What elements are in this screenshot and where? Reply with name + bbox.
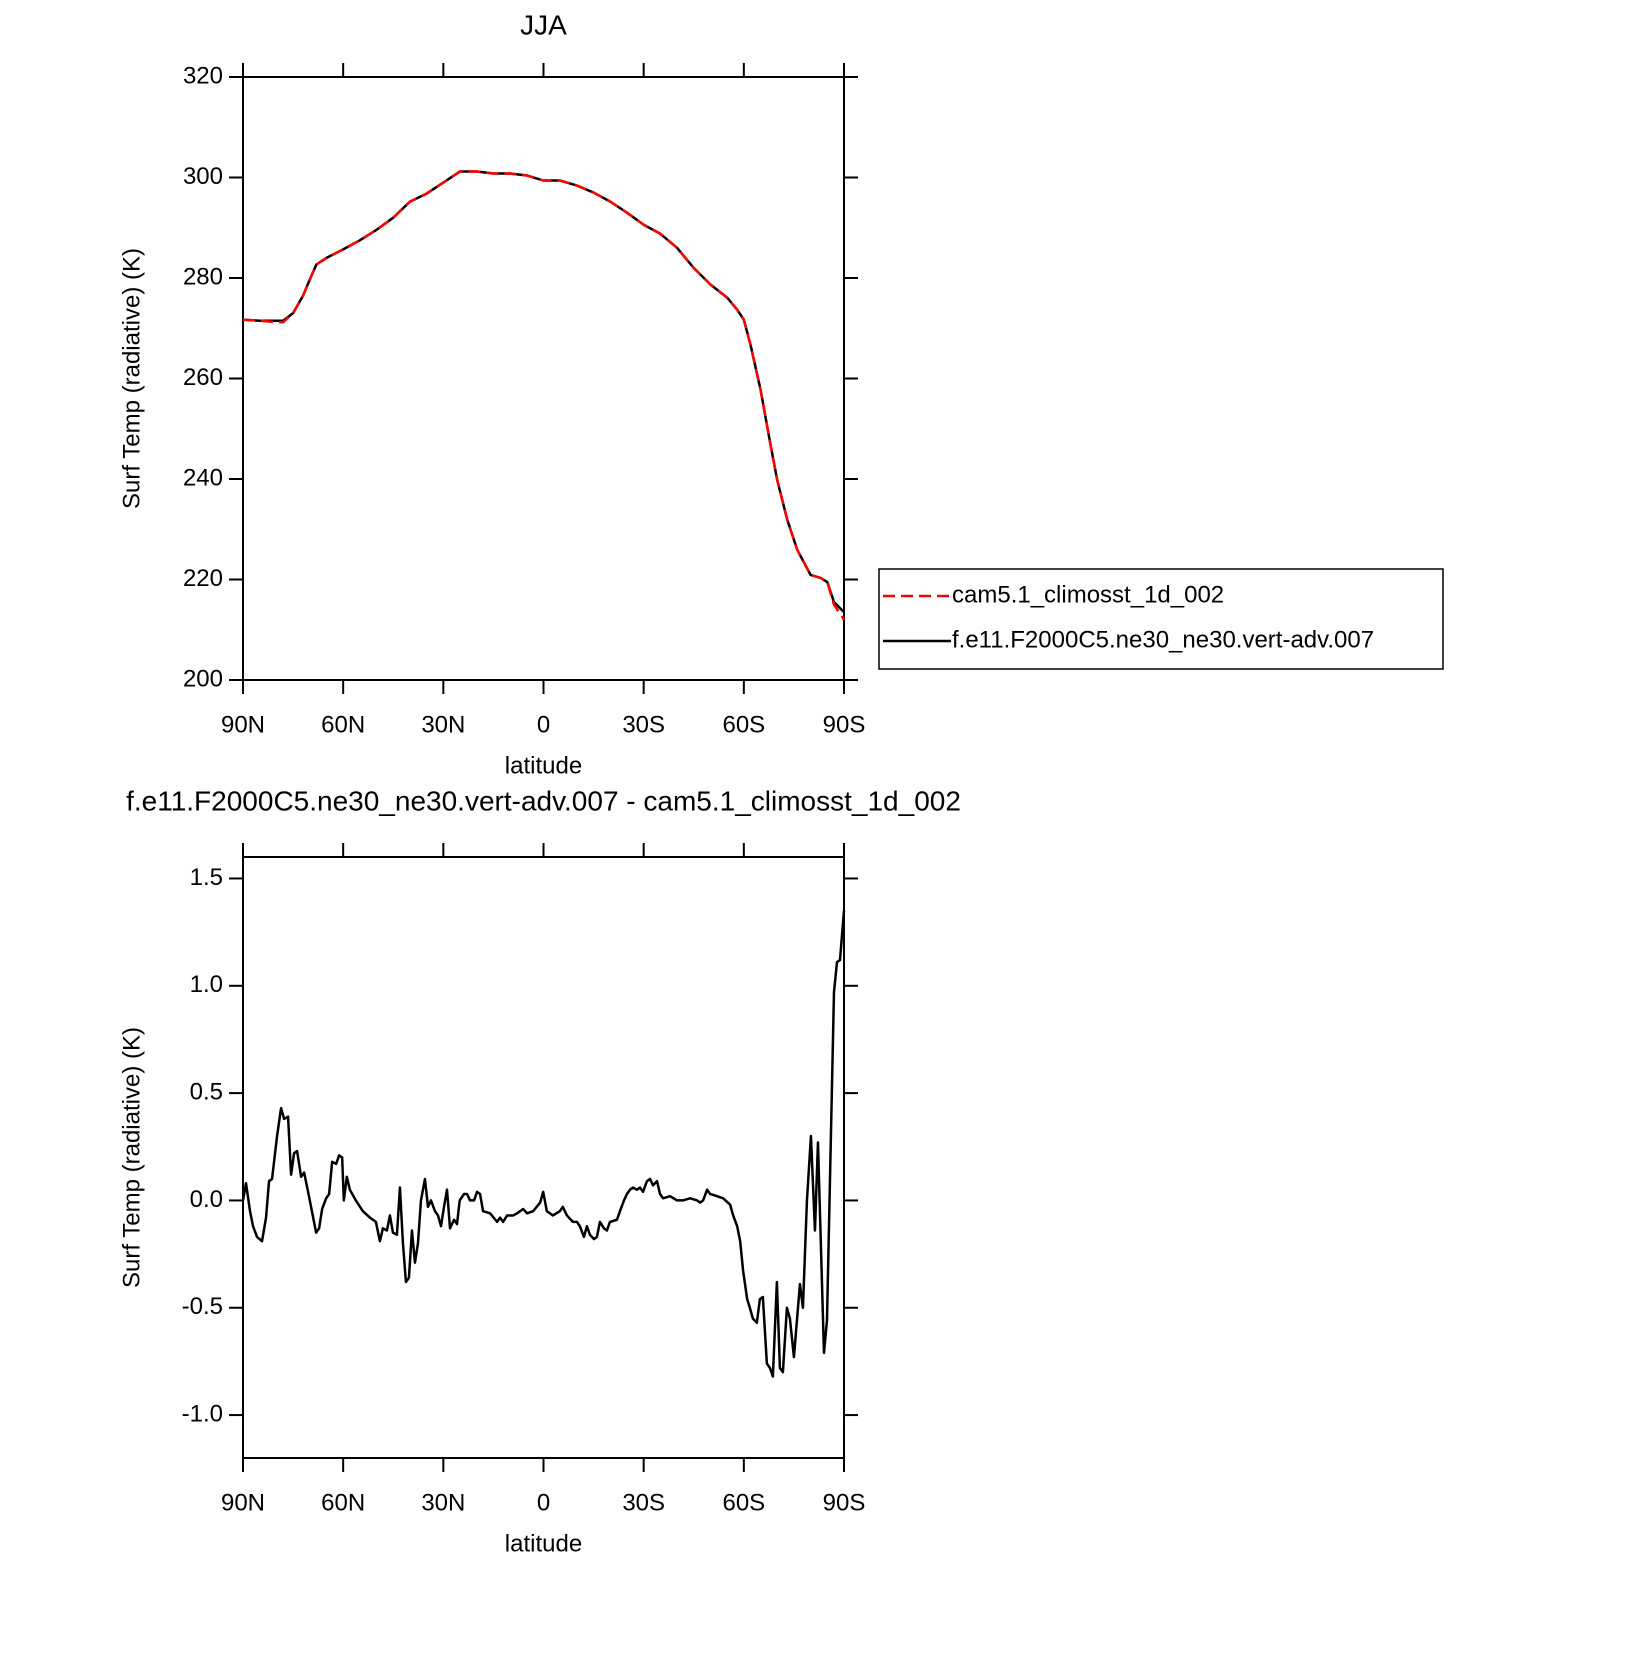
x-tick-label: 90S [823,711,866,738]
x-tick-label: 60N [321,1489,365,1516]
x-tick-label: 60S [722,1489,765,1516]
x-tick-label: 90N [221,711,265,738]
chart-panel: JJA 200 220 240 260 280 300 320 90N 60N 30N 0 30S 60S… [118,9,1444,779]
chart-title: JJA [520,9,567,40]
y-tick-label: 0.5 [190,1078,223,1105]
x-tick-label: 90N [221,1489,265,1516]
plot-frame [242,76,845,681]
data-line [242,170,845,614]
data-line [241,910,846,1378]
y-axis-label: Surf Temp (radiative) (K) [118,1027,145,1288]
y-tick-label: 1.5 [190,864,223,891]
y-tick-label: 320 [183,62,223,89]
chart-title: f.e11.F2000C5.ne30_ne30.vert-adv.007 - c… [126,785,961,816]
y-tick-label: 200 [183,665,223,692]
x-axis-label: latitude [505,1530,582,1557]
y-tick-label: 0.0 [190,1186,223,1213]
y-axis-label: Surf Temp (radiative) (K) [118,248,145,509]
y-tick-label: 220 [183,565,223,592]
y-tick-label: 300 [183,163,223,190]
chart-panel: f.e11.F2000C5.ne30_ne30.vert-adv.007 - c… [118,785,961,1557]
plot-frame [242,856,845,1459]
x-tick-label: 30S [622,1489,665,1516]
y-tick-label: 240 [183,464,223,491]
data-line [242,170,846,621]
y-tick-label: -0.5 [182,1293,223,1320]
x-tick-label: 0 [537,711,550,738]
x-tick-label: 30S [622,711,665,738]
y-tick-label: -1.0 [182,1400,223,1427]
y-tick-label: 280 [183,263,223,290]
x-tick-label: 60N [321,711,365,738]
x-tick-label: 60S [722,711,765,738]
y-tick-label: 260 [183,364,223,391]
legend-label: f.e11.F2000C5.ne30_ne30.vert-adv.007 [952,626,1374,653]
x-tick-label: 30N [421,711,465,738]
x-tick-label: 0 [537,1489,550,1516]
y-tick-label: 1.0 [190,971,223,998]
x-tick-label: 30N [421,1489,465,1516]
x-axis-label: latitude [505,752,582,779]
x-tick-label: 90S [823,1489,866,1516]
legend-box [878,568,1444,670]
legend-label: cam5.1_climosst_1d_002 [952,581,1224,608]
